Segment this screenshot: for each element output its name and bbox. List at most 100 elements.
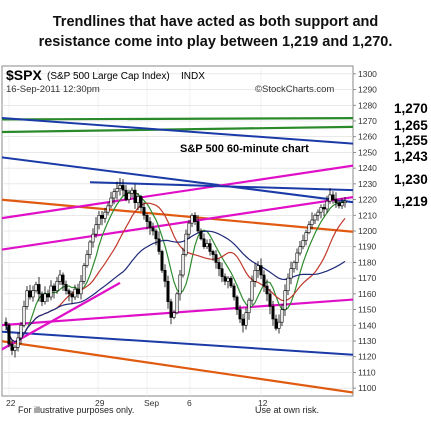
y-tick-label: 1190	[358, 242, 377, 252]
x-tick-label: 29	[95, 398, 105, 408]
candle-body	[286, 277, 290, 292]
candle-body	[181, 254, 185, 276]
level-label: 1,265	[394, 118, 428, 133]
ma-medium	[5, 202, 346, 343]
trendline-green-1265	[2, 125, 353, 134]
candle-body	[37, 284, 41, 295]
footer-right: Use at own risk.	[255, 405, 319, 415]
level-label: 1,243	[394, 149, 428, 164]
candle-body	[157, 238, 161, 252]
candle-body	[40, 293, 44, 303]
candle-body	[310, 219, 314, 226]
candle-body	[247, 299, 251, 314]
chart-annotation: S&P 500 60-minute chart	[180, 143, 309, 155]
candle-body	[160, 251, 164, 271]
candle-body	[19, 324, 23, 339]
candle-body	[214, 254, 218, 263]
candle-body	[130, 189, 134, 194]
candle-body	[226, 277, 230, 282]
headline-line-1: Trendlines that have acted as both suppo…	[52, 14, 379, 30]
candle-body	[154, 230, 158, 240]
candle-body	[121, 185, 125, 191]
candle-body	[31, 290, 35, 298]
y-tick-label: 1230	[358, 179, 377, 189]
candle-body	[94, 224, 98, 235]
candle-body	[289, 268, 293, 279]
y-tick-label: 1270	[358, 116, 377, 126]
candle-body	[88, 241, 92, 255]
trendlines	[2, 117, 353, 394]
y-tick-label: 1220	[358, 195, 377, 205]
y-tick-label: 1180	[358, 257, 377, 267]
candle-body	[49, 285, 53, 298]
candle-body	[280, 309, 284, 323]
ma-short	[5, 190, 346, 343]
candle-body	[172, 312, 176, 318]
y-tick-label: 1110	[358, 367, 376, 377]
candle-body	[271, 306, 275, 320]
candle-body	[202, 238, 206, 248]
candle-body	[82, 265, 86, 282]
index-name: (S&P 500 Large Cap Index)	[47, 71, 170, 82]
x-axis: 22 29 Sep 6 12	[6, 398, 268, 408]
candle-body	[184, 233, 188, 255]
y-tick-label: 1260	[358, 132, 377, 142]
candle-body	[265, 285, 269, 295]
candle-body	[151, 227, 155, 232]
candle-body	[70, 293, 74, 298]
candle-body	[145, 214, 149, 222]
y-tick-label: 1170	[358, 273, 377, 283]
candle-body	[34, 284, 38, 292]
y-tick-label: 1240	[358, 163, 377, 173]
candle-body	[268, 293, 272, 307]
y-tick-label: 1210	[358, 210, 377, 220]
stockcharts-credit: ©StockCharts.com	[255, 84, 334, 95]
candle-body	[232, 285, 236, 298]
y-tick-label: 1100	[358, 383, 377, 393]
candle-body	[148, 221, 152, 229]
y-tick-label: 1120	[358, 352, 377, 362]
trendline-magenta-lower	[2, 298, 353, 327]
candle-body	[61, 274, 65, 285]
trendline-green-1270	[2, 117, 353, 121]
headline-line-2: resistance come into play between 1,219 …	[38, 34, 393, 50]
candle-body	[217, 262, 221, 270]
level-label: 1,230	[394, 172, 428, 187]
candle-body	[190, 214, 194, 224]
x-tick-label: 22	[6, 398, 16, 408]
candle-body	[109, 197, 113, 207]
y-tick-label: 1140	[358, 320, 377, 330]
candle-body	[127, 192, 131, 200]
footer-left: For illustrative purposes only.	[18, 405, 134, 415]
candle-body	[301, 240, 305, 248]
candle-body	[283, 290, 287, 310]
candle-body	[295, 252, 299, 263]
trendline-blue-middle	[2, 156, 353, 204]
candle-body	[13, 346, 17, 351]
candle-body	[43, 293, 47, 303]
candle-body	[133, 189, 137, 204]
candle-body	[316, 211, 320, 216]
candle-body	[169, 301, 173, 318]
level-label: 1,270	[394, 101, 428, 116]
level-label: 1,219	[394, 194, 428, 209]
candle-body	[343, 200, 347, 204]
x-tick-label: 12	[258, 398, 268, 408]
candle-body	[304, 232, 308, 241]
candle-body	[313, 214, 317, 221]
candle-body	[319, 207, 323, 213]
price-bars	[4, 178, 347, 358]
candle-body	[223, 276, 227, 282]
symbol: $SPX	[6, 67, 42, 83]
candle-body	[298, 246, 302, 254]
candle-body	[22, 306, 26, 326]
candle-body	[259, 265, 263, 276]
candle-body	[262, 274, 266, 287]
y-tick-label: 1290	[358, 85, 377, 95]
candle-body	[331, 194, 335, 200]
candle-body	[175, 293, 179, 314]
x-tick-label: 6	[187, 398, 192, 408]
candle-body	[142, 207, 146, 216]
